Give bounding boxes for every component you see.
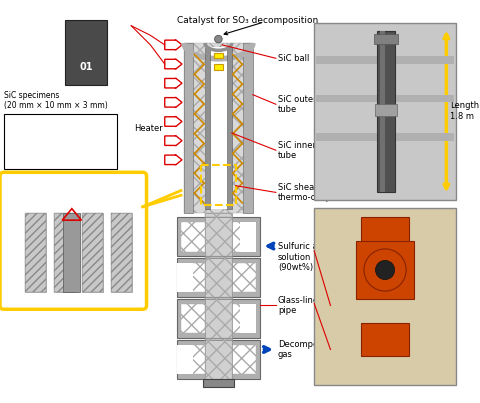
Circle shape [375, 260, 395, 280]
Bar [177, 258, 260, 297]
Text: Sulfuric acid and
decomposed gas
flow: Sulfuric acid and decomposed gas flow [29, 135, 94, 165]
Bar [177, 299, 260, 338]
Bar [205, 258, 232, 297]
Bar [83, 212, 104, 292]
FancyBboxPatch shape [65, 20, 108, 85]
Bar [214, 52, 223, 58]
Bar [356, 241, 414, 299]
Bar [314, 23, 456, 200]
Bar [177, 340, 260, 379]
Text: Decomposed
gas: Decomposed gas [278, 340, 333, 359]
Bar [25, 212, 46, 292]
Bar [181, 263, 256, 293]
Text: SiC inner
tube: SiC inner tube [278, 141, 316, 160]
Bar [54, 212, 75, 292]
Bar [205, 258, 232, 297]
Bar [201, 164, 236, 205]
Bar [361, 323, 409, 356]
Text: SiC sheath for
thermo-couples: SiC sheath for thermo-couples [278, 183, 344, 202]
Bar [214, 64, 223, 70]
Bar [205, 217, 232, 256]
Bar [111, 212, 132, 292]
Bar [373, 34, 398, 44]
Text: SiC outer
tube: SiC outer tube [278, 95, 316, 114]
Bar [184, 43, 193, 212]
Bar [316, 133, 454, 141]
Bar [205, 299, 232, 338]
Bar [316, 95, 454, 102]
Bar [205, 47, 210, 209]
Text: SiC specimens
(20 mm × 10 mm × 3 mm): SiC specimens (20 mm × 10 mm × 3 mm) [4, 91, 108, 110]
Bar [181, 222, 256, 251]
Bar [111, 212, 132, 292]
Bar [240, 304, 256, 333]
Bar [380, 31, 385, 192]
Text: Heater: Heater [134, 124, 163, 133]
Bar [184, 43, 253, 212]
Circle shape [215, 35, 222, 43]
Bar [181, 304, 256, 333]
Bar [205, 299, 232, 338]
Bar [181, 222, 256, 251]
Text: Hear flow: Hear flow [29, 123, 69, 132]
Bar [83, 212, 104, 292]
Bar [177, 217, 260, 256]
Text: Catalyst for SO₃ decomposition: Catalyst for SO₃ decomposition [177, 16, 318, 25]
Bar [375, 104, 396, 116]
Bar [243, 43, 253, 212]
Bar [205, 217, 232, 256]
Bar [316, 56, 454, 64]
Text: SiC ball: SiC ball [278, 54, 309, 63]
Bar [181, 304, 256, 333]
Bar [227, 47, 232, 209]
Bar [177, 263, 192, 293]
Bar [203, 379, 234, 387]
Bar [205, 47, 232, 209]
Text: Sulfuric acid
solution
(90wt%): Sulfuric acid solution (90wt%) [278, 242, 330, 272]
Bar [25, 212, 46, 292]
Bar [240, 222, 256, 251]
Circle shape [364, 249, 406, 291]
Text: Glass-lined
pipe: Glass-lined pipe [278, 296, 324, 315]
Bar [205, 340, 232, 379]
Bar [181, 345, 256, 374]
Text: Heat recovery from
decomposed gas: Heat recovery from decomposed gas [32, 189, 114, 209]
Bar [4, 114, 117, 169]
Bar [63, 212, 81, 292]
Bar [181, 263, 256, 293]
Bar [205, 214, 232, 385]
Bar [314, 208, 456, 385]
Bar [361, 217, 409, 246]
Text: 01: 01 [80, 62, 93, 72]
Bar [54, 212, 75, 292]
Bar [177, 345, 192, 374]
Bar [181, 345, 256, 374]
Bar [205, 214, 232, 385]
Bar [184, 43, 253, 212]
FancyBboxPatch shape [0, 172, 146, 309]
Text: Length
1.8 m: Length 1.8 m [450, 101, 480, 120]
Bar [205, 340, 232, 379]
Bar [377, 31, 395, 192]
